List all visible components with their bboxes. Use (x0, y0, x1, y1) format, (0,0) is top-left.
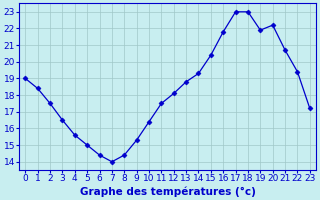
X-axis label: Graphe des températures (°c): Graphe des températures (°c) (80, 186, 255, 197)
